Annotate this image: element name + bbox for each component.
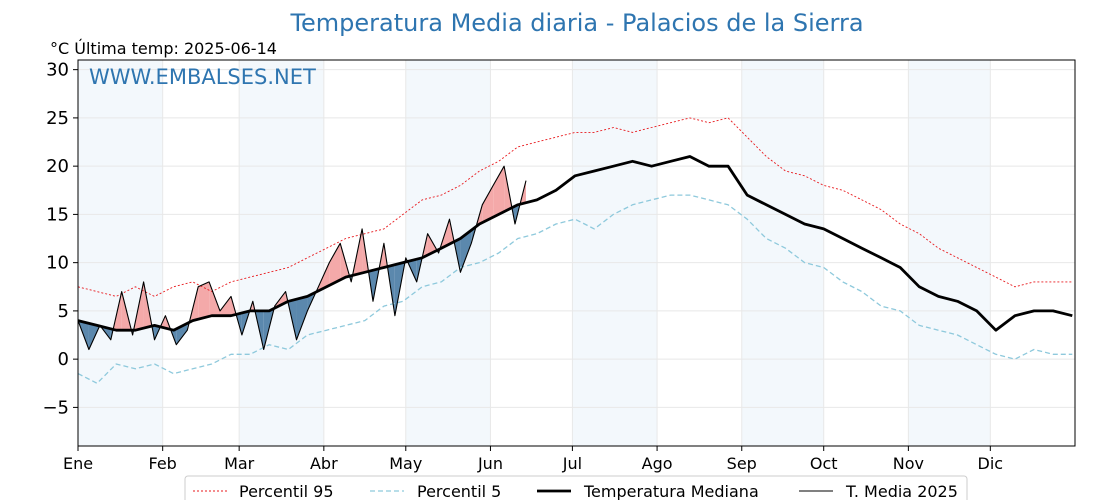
y-tick-label: −5 (42, 397, 69, 418)
legend-label-year: T. Media 2025 (845, 482, 958, 500)
y-tick-label: 15 (46, 204, 69, 225)
above-median-fill (329, 243, 341, 286)
series-line-p5 (77, 194, 1073, 384)
month-band-may (405, 60, 491, 446)
above-median-fill (482, 185, 494, 223)
legend: Percentil 95 Percentil 5 Temperatura Med… (184, 475, 968, 500)
above-median-fill (493, 166, 505, 218)
below-median-fill (460, 230, 472, 273)
y-tick-label: 0 (58, 349, 69, 370)
series-line-p95 (77, 117, 1073, 297)
grid-lines (77, 60, 1075, 446)
month-band-jul (572, 60, 658, 446)
y-tick-label: 25 (46, 108, 69, 129)
x-tick-label: Ene (63, 454, 93, 473)
chart-subtitle: °C Última temp: 2025-06-14 (50, 39, 277, 58)
month-band-mar (239, 60, 324, 446)
x-tick-label: Abr (310, 454, 338, 473)
above-median-fill (427, 233, 438, 256)
series-lines (77, 117, 1073, 384)
month-band-nov (908, 60, 991, 446)
legend-label-p95: Percentil 95 (239, 482, 334, 500)
month-bands (78, 60, 991, 446)
x-tick-label: Jun (477, 454, 503, 473)
plot-frame (77, 59, 1076, 447)
x-axis: Ene Feb Mar Abr May Jun Jul Ago Sep Oct Nov Dic (63, 446, 1003, 473)
y-tick-label: 10 (46, 253, 69, 274)
x-tick-label: Nov (893, 454, 924, 473)
month-band-sep (741, 60, 824, 446)
watermark: WWW.EMBALSES.NET (89, 65, 316, 89)
x-tick-label: Dic (978, 454, 1004, 473)
series-line-median (77, 155, 1073, 332)
month-band-ene (78, 60, 163, 446)
above-median-fill (198, 281, 210, 320)
y-tick-label: 20 (46, 156, 69, 177)
x-tick-label: May (389, 454, 422, 473)
legend-label-p5: Percentil 5 (417, 482, 501, 500)
legend-box (184, 475, 968, 500)
x-tick-label: Feb (149, 454, 177, 473)
x-tick-label: Ago (642, 454, 673, 473)
y-axis: 30 25 20 15 10 5 0 −5 (42, 60, 78, 418)
x-tick-label: Jul (562, 454, 582, 473)
x-tick-label: Oct (810, 454, 838, 473)
x-tick-label: Mar (224, 454, 255, 473)
chart-title: Temperatura Media diaria - Palacios de l… (289, 9, 863, 37)
below-median-fill (296, 296, 308, 340)
legend-label-median: Temperatura Mediana (583, 482, 759, 500)
above-median-fill (220, 296, 231, 316)
y-tick-label: 30 (46, 60, 69, 81)
y-tick-label: 5 (58, 301, 69, 322)
series-line-year (77, 165, 527, 351)
x-tick-label: Sep (727, 454, 757, 473)
